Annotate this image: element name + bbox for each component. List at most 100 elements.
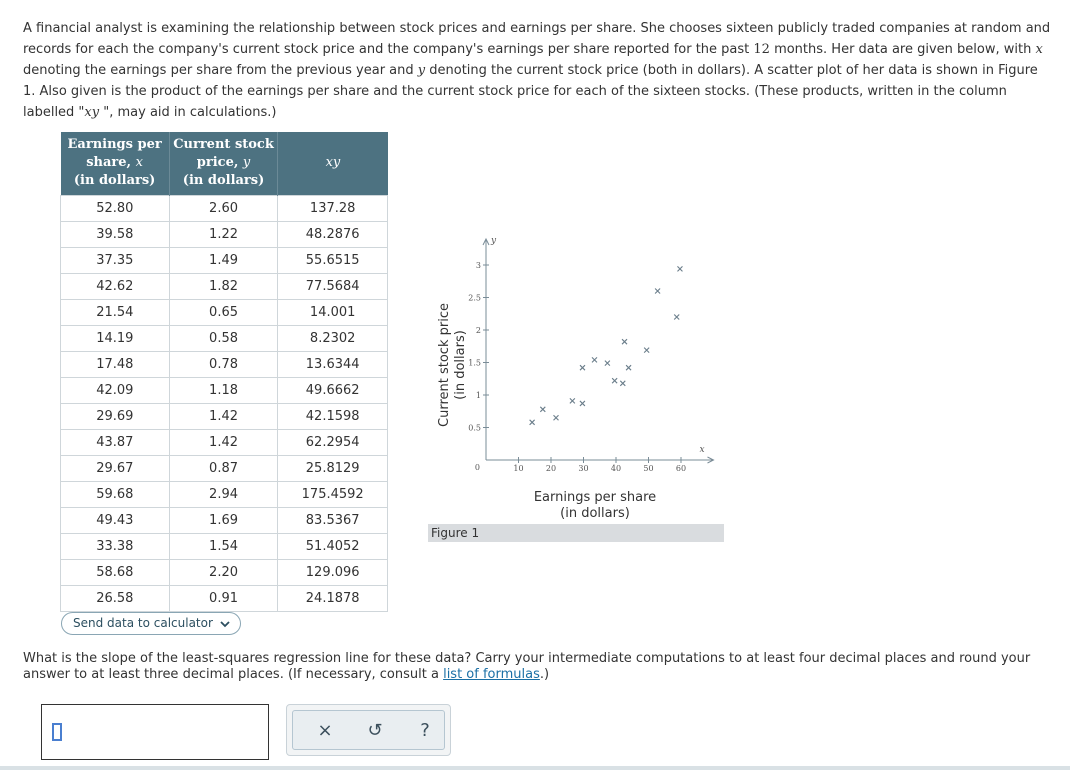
clear-button[interactable]: × [313, 719, 337, 743]
data-point [611, 377, 618, 384]
x-axis-arrow [707, 456, 715, 464]
table-row: 52.80 2.60 137.28 [60, 194, 388, 222]
x-axis-label-line2: (in dollars) [560, 506, 630, 521]
answer-tools-inner: × ↺ ? [292, 710, 445, 750]
cell-earnings: 42.62 [60, 272, 170, 300]
header-price-line1: Current stock [173, 137, 274, 153]
cell-xy: 55.6515 [277, 246, 388, 274]
cell-xy: 24.1878 [277, 584, 388, 612]
cell-price: 2.94 [168, 480, 279, 508]
data-point [654, 288, 661, 294]
cell-xy: 48.2876 [277, 220, 388, 248]
data-table-wrapper: Earnings per share, x (in dollars) Curre… [60, 132, 388, 612]
cell-xy: 13.6344 [277, 350, 388, 378]
x-tick-label: 50 [643, 464, 653, 473]
cell-earnings: 52.80 [60, 194, 170, 222]
cell-earnings: 14.19 [60, 324, 170, 352]
table-row: 14.19 0.58 8.2302 [60, 324, 388, 352]
header-xy-symbol: xy [325, 155, 341, 171]
cell-xy: 77.5684 [277, 272, 388, 300]
y-tick-label: 3 [476, 261, 481, 270]
data-point [553, 414, 559, 421]
cell-price: 2.20 [168, 558, 279, 586]
table-row: 37.35 1.49 55.6515 [60, 246, 388, 274]
table-row: 59.68 2.94 175.4592 [60, 480, 388, 508]
data-point [539, 406, 546, 413]
intro-text-4: denoting the current stock price (both i… [23, 63, 1038, 120]
data-point [579, 400, 586, 407]
data-point [529, 419, 536, 426]
table-row: 42.09 1.18 49.6662 [60, 376, 388, 404]
cell-xy: 25.8129 [277, 454, 388, 482]
header-earnings-line3: (in dollars) [73, 173, 156, 189]
header-price: Current stock price, y (in dollars) [169, 132, 279, 195]
cell-price: 1.69 [168, 506, 279, 534]
send-button-label: Send data to calculator [73, 616, 213, 630]
cell-price: 1.82 [168, 272, 279, 300]
x-tick-label: 20 [546, 464, 556, 473]
header-earnings-line2: share, [86, 155, 136, 171]
data-point [604, 360, 611, 367]
cell-earnings: 33.38 [60, 532, 170, 560]
undo-button[interactable]: ↺ [363, 719, 387, 743]
cell-xy: 175.4592 [277, 480, 388, 508]
data-point [677, 266, 683, 272]
cell-price: 2.60 [168, 194, 279, 222]
cell-price: 1.42 [168, 428, 279, 456]
header-price-line2: price, [196, 155, 243, 171]
y-axis-label: Current stock price (in dollars) [437, 275, 473, 455]
chevron-down-icon [220, 621, 230, 628]
y-tick-label: 2.5 [468, 294, 481, 303]
header-price-line3: (in dollars) [182, 173, 265, 189]
intro-xy-symbol: xy [84, 105, 100, 120]
header-price-symbol: y [242, 155, 251, 171]
data-table: Earnings per share, x (in dollars) Curre… [60, 132, 388, 612]
table-body: 52.80 2.60 137.28 39.58 1.22 48.2876 37.35 1.49… [60, 194, 388, 612]
cell-price: 0.58 [168, 324, 279, 352]
help-button[interactable]: ? [413, 719, 437, 743]
y-axis-label-line1: Current stock price [437, 303, 452, 427]
cell-xy: 137.28 [277, 194, 388, 222]
table-row: 58.68 2.20 129.096 [60, 558, 388, 586]
question-body: What is the slope of the least-squares r… [23, 651, 1031, 682]
table-row: 39.58 1.22 48.2876 [60, 220, 388, 248]
x-tick-label: 10 [513, 464, 523, 473]
list-of-formulas-link[interactable]: list of formulas [443, 667, 540, 682]
cell-xy: 83.5367 [277, 506, 388, 534]
table-header-row: Earnings per share, x (in dollars) Curre… [60, 132, 388, 195]
cell-price: 1.54 [168, 532, 279, 560]
cell-earnings: 29.69 [60, 402, 170, 430]
intro-text-5: ", may aid in calculations.) [99, 105, 277, 120]
y-axis-arrow [482, 237, 490, 246]
close-icon: × [317, 720, 333, 741]
cell-earnings: 49.43 [60, 506, 170, 534]
scatter-plot: x y 0 10 20 30 40 50 60 0.5 1 1.5 2 2.5 3 [428, 220, 728, 520]
intro-text-1: A financial analyst is examining the rel… [23, 21, 1051, 57]
table-row: 29.69 1.42 42.1598 [60, 402, 388, 430]
figure-caption: Figure 1 [428, 524, 724, 542]
table-row: 43.87 1.42 62.2954 [60, 428, 388, 456]
data-point [569, 397, 576, 404]
help-icon: ? [420, 720, 430, 741]
table-row: 17.48 0.78 13.6344 [60, 350, 388, 378]
cell-earnings: 42.09 [60, 376, 170, 404]
cell-earnings: 58.68 [60, 558, 170, 586]
answer-input[interactable] [41, 704, 269, 760]
problem-intro: A financial analyst is examining the rel… [23, 18, 1053, 123]
cell-xy: 49.6662 [277, 376, 388, 404]
cell-earnings: 29.67 [60, 454, 170, 482]
cell-earnings: 39.58 [60, 220, 170, 248]
cell-price: 1.22 [168, 220, 279, 248]
table-row: 42.62 1.82 77.5684 [60, 272, 388, 300]
y-tick-label: 1 [476, 391, 481, 400]
header-earnings: Earnings per share, x (in dollars) [60, 132, 170, 195]
cell-price: 0.65 [168, 298, 279, 326]
cell-price: 1.49 [168, 246, 279, 274]
send-data-to-calculator-button[interactable]: Send data to calculator [61, 612, 241, 635]
data-point [591, 357, 598, 363]
cell-xy: 129.096 [277, 558, 388, 586]
x-tick-label: 30 [578, 464, 588, 473]
intro-y-symbol: y [417, 63, 426, 78]
cell-price: 0.78 [168, 350, 279, 378]
y-tick-label: 0.5 [468, 424, 481, 433]
